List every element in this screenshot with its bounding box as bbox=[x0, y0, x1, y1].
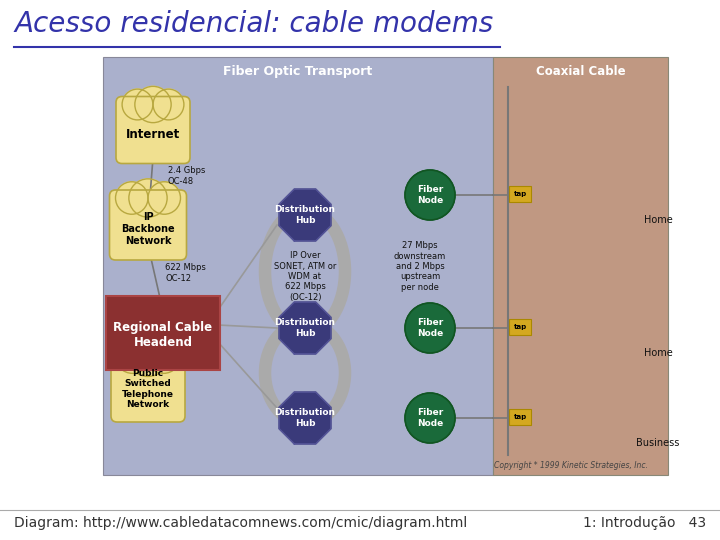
Text: Regional Cable
Headend: Regional Cable Headend bbox=[114, 321, 212, 349]
FancyBboxPatch shape bbox=[106, 296, 220, 370]
Circle shape bbox=[405, 170, 455, 220]
Text: Home: Home bbox=[644, 215, 672, 225]
Text: Coaxial Cable: Coaxial Cable bbox=[536, 65, 625, 78]
Text: Copyright * 1999 Kinetic Strategies, Inc.: Copyright * 1999 Kinetic Strategies, Inc… bbox=[494, 461, 648, 470]
Polygon shape bbox=[279, 189, 331, 241]
Text: Fiber
Node: Fiber Node bbox=[417, 408, 443, 428]
Text: Fiber
Node: Fiber Node bbox=[417, 318, 443, 338]
Text: Fiber Optic Transport: Fiber Optic Transport bbox=[223, 65, 373, 78]
Text: Internet: Internet bbox=[126, 127, 180, 140]
Text: Distribution
Hub: Distribution Hub bbox=[274, 408, 336, 428]
Text: 1: Introdução   43: 1: Introdução 43 bbox=[583, 516, 706, 530]
Circle shape bbox=[148, 182, 181, 214]
Circle shape bbox=[405, 393, 455, 443]
Polygon shape bbox=[279, 392, 331, 444]
Text: Business: Business bbox=[636, 438, 680, 448]
Text: 27 Mbps
downstream
and 2 Mbps
upstream
per node: 27 Mbps downstream and 2 Mbps upstream p… bbox=[394, 241, 446, 292]
Text: tap: tap bbox=[513, 414, 526, 420]
Text: 622 Mbps
OC-12: 622 Mbps OC-12 bbox=[165, 264, 206, 283]
FancyBboxPatch shape bbox=[116, 97, 190, 164]
Circle shape bbox=[153, 89, 184, 120]
Circle shape bbox=[135, 86, 171, 123]
Text: Diagram: http://www.cabledatacomnews.com/cmic/diagram.html: Diagram: http://www.cabledatacomnews.com… bbox=[14, 516, 467, 530]
Text: Home: Home bbox=[644, 348, 672, 358]
Text: Distribution
Hub: Distribution Hub bbox=[274, 318, 336, 338]
Text: tap: tap bbox=[513, 324, 526, 330]
FancyBboxPatch shape bbox=[111, 348, 185, 422]
Circle shape bbox=[129, 179, 167, 217]
Circle shape bbox=[122, 89, 153, 120]
Circle shape bbox=[405, 303, 455, 353]
Circle shape bbox=[146, 339, 181, 373]
FancyBboxPatch shape bbox=[509, 186, 531, 202]
Text: Public
Switched
Telephone
Network: Public Switched Telephone Network bbox=[122, 369, 174, 409]
Text: Acesso residencial: cable modems: Acesso residencial: cable modems bbox=[14, 10, 493, 38]
FancyBboxPatch shape bbox=[103, 57, 493, 475]
FancyBboxPatch shape bbox=[493, 57, 668, 475]
Text: 2.4 Gbps
OC-48: 2.4 Gbps OC-48 bbox=[168, 166, 205, 186]
Circle shape bbox=[115, 339, 150, 373]
FancyBboxPatch shape bbox=[109, 190, 186, 260]
Text: Distribution
Hub: Distribution Hub bbox=[274, 205, 336, 225]
Text: tap: tap bbox=[513, 191, 526, 197]
FancyBboxPatch shape bbox=[509, 319, 531, 335]
Circle shape bbox=[127, 335, 168, 376]
Text: IP
Backbone
Network: IP Backbone Network bbox=[121, 212, 175, 246]
Circle shape bbox=[115, 182, 148, 214]
Polygon shape bbox=[279, 302, 331, 354]
Text: IP Over
SONET, ATM or
WDM at
622 Mbps
(OC-12): IP Over SONET, ATM or WDM at 622 Mbps (O… bbox=[274, 251, 336, 302]
Text: Fiber
Node: Fiber Node bbox=[417, 185, 443, 205]
FancyBboxPatch shape bbox=[509, 409, 531, 425]
